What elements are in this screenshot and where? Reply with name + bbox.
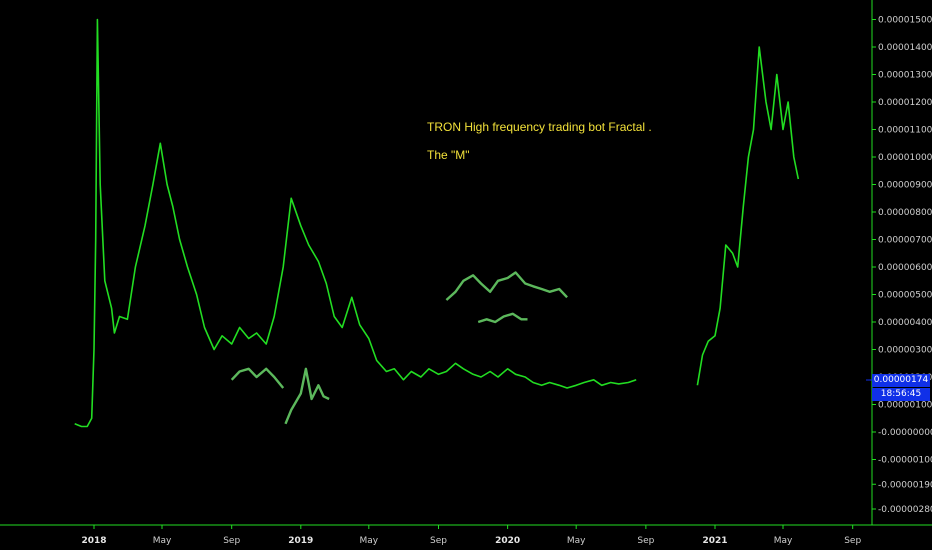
fractal-series-line [477,312,528,324]
y-tick-label: 0.00001500 [878,16,932,26]
x-tick-label: Sep [223,536,240,546]
x-axis-ticks: 2018 May Sep 2019 May Sep 2020 May Sep 2021 May Sep [81,525,861,546]
y-tick-label: 0.00000700 [878,236,932,246]
fractal-series-line [230,367,285,389]
x-tick-label: May [153,536,172,546]
x-tick-label: Sep [844,536,861,546]
y-tick-label: 0.00000900 [878,181,932,191]
price-series-line [74,18,637,428]
x-tick-label: Sep [637,536,654,546]
y-tick-label: 0.00000100 [878,401,932,411]
x-tick-label: 2018 [81,536,106,546]
x-tick-label: 2019 [288,536,313,546]
series-layer [74,18,872,428]
y-tick-label: 0.00000500 [878,291,932,301]
annotation-subtitle: The "M" [427,148,470,162]
y-tick-label: -0.00000100 [878,456,932,466]
x-tick-label: May [774,536,793,546]
y-tick-label: -0.00000000 [878,428,932,438]
y-tick-label: 0.00001300 [878,71,932,81]
fractal-series-line [284,367,330,425]
x-tick-label: 2021 [702,536,727,546]
current-price-tag: 0.00000174 [872,374,930,387]
y-tick-label: 0.00000400 [878,318,932,328]
y-tick-label: -0.00000190 [878,480,932,490]
y-tick-label: 0.00001100 [878,126,932,136]
x-tick-label: 2020 [495,536,520,546]
y-tick-label: 0.00000600 [878,263,932,273]
fractal-series-line [445,271,568,301]
y-tick-label: 0.00001200 [878,98,932,108]
y-tick-label: 0.00001000 [878,153,932,163]
y-tick-label: 0.00000300 [878,346,932,356]
price-series-line [696,46,800,386]
y-axis-ticks: 0.00001500 0.00001400 0.00001300 0.00001200… [872,16,932,515]
x-tick-label: May [567,536,586,546]
y-tick-label: -0.00000280 [878,505,932,515]
y-tick-label: 0.00000800 [878,208,932,218]
x-tick-label: May [359,536,378,546]
countdown-tag: 18:56:45 [872,388,930,401]
annotation-title: TRON High frequency trading bot Fractal … [427,120,652,134]
x-tick-label: Sep [430,536,447,546]
y-tick-label: 0.00001400 [878,43,932,53]
